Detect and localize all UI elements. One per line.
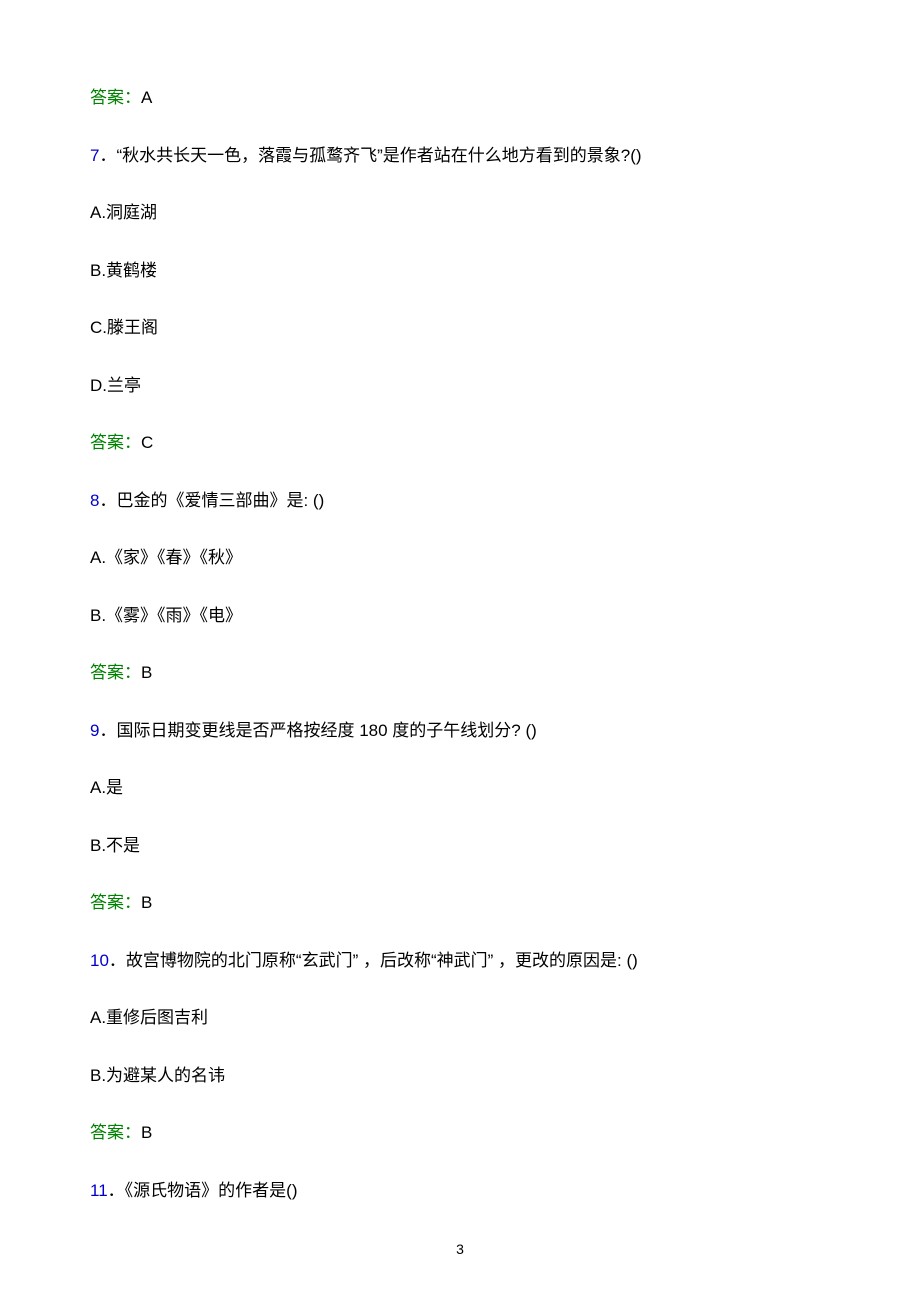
question-number: 10 [90, 951, 109, 970]
answer-value: B [141, 663, 152, 682]
previous-answer: 答案：A [90, 85, 830, 111]
answer-label: 答案： [90, 1123, 141, 1142]
question-text: “秋水共长天一色，落霞与孤鹜齐飞”是作者站在什么地方看到的景象?() [116, 146, 641, 165]
answer-value: C [141, 433, 153, 452]
question-text: 故宫博物院的北门原称“玄武门” ，后改称“神武门” ，更改的原因是: () [126, 951, 638, 970]
answer-label: 答案： [90, 893, 141, 912]
question-7: 7．“秋水共长天一色，落霞与孤鹜齐飞”是作者站在什么地方看到的景象?() [90, 143, 830, 169]
answer-value: B [141, 1123, 152, 1142]
option-10-b: B.为避某人的名讳 [90, 1063, 830, 1089]
question-text: 巴金的《爱情三部曲》是: () [116, 491, 324, 510]
answer-label: 答案： [90, 663, 141, 682]
answer-9: 答案：B [90, 890, 830, 916]
answer-value: A [141, 88, 152, 107]
question-separator: ． [109, 951, 126, 970]
question-11: 11．《源氏物语》的作者是() [90, 1178, 830, 1204]
question-8: 8．巴金的《爱情三部曲》是: () [90, 488, 830, 514]
option-7-b: B.黄鹤楼 [90, 258, 830, 284]
question-number: 11 [90, 1181, 108, 1200]
question-text: 国际日期变更线是否严格按经度 180 度的子午线划分? () [116, 721, 536, 740]
question-text: 《源氏物语》的作者是() [125, 1181, 298, 1200]
option-10-a: A.重修后图吉利 [90, 1005, 830, 1031]
option-7-d: D.兰亭 [90, 373, 830, 399]
answer-7: 答案：C [90, 430, 830, 456]
option-9-a: A.是 [90, 775, 830, 801]
option-9-b: B.不是 [90, 833, 830, 859]
answer-8: 答案：B [90, 660, 830, 686]
answer-label: 答案： [90, 88, 141, 107]
question-separator: ． [99, 146, 116, 165]
answer-value: B [141, 893, 152, 912]
question-10: 10．故宫博物院的北门原称“玄武门” ，后改称“神武门” ，更改的原因是: () [90, 948, 830, 974]
question-separator: ． [99, 721, 116, 740]
option-8-b: B.《雾》《雨》《电》 [90, 603, 830, 629]
page-number: 3 [456, 1241, 464, 1257]
question-9: 9．国际日期变更线是否严格按经度 180 度的子午线划分? () [90, 718, 830, 744]
option-7-a: A.洞庭湖 [90, 200, 830, 226]
question-separator: ． [108, 1181, 125, 1200]
question-separator: ． [99, 491, 116, 510]
option-7-c: C.滕王阁 [90, 315, 830, 341]
answer-label: 答案： [90, 433, 141, 452]
answer-10: 答案：B [90, 1120, 830, 1146]
option-8-a: A.《家》《春》《秋》 [90, 545, 830, 571]
